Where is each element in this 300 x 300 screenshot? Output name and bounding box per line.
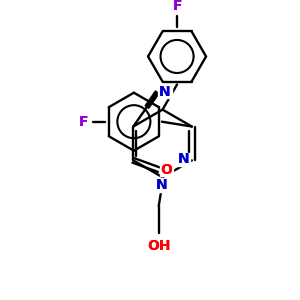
Text: N: N [177,152,189,167]
Text: OH: OH [147,239,170,253]
Text: F: F [79,115,88,129]
Text: N: N [159,85,171,98]
Bar [77,115,90,128]
Bar [176,153,190,166]
Text: O: O [160,163,172,177]
Bar [155,178,168,192]
Text: OH: OH [147,239,170,253]
Text: N: N [159,85,171,98]
Bar [149,239,168,253]
Bar [160,163,173,176]
Text: O: O [160,163,172,177]
Bar [170,0,184,13]
Text: F: F [172,0,182,13]
Text: N: N [177,152,189,167]
Bar [158,85,172,98]
Text: N: N [156,178,167,192]
Text: F: F [172,0,182,13]
Text: N: N [156,178,167,192]
Text: F: F [79,115,88,129]
